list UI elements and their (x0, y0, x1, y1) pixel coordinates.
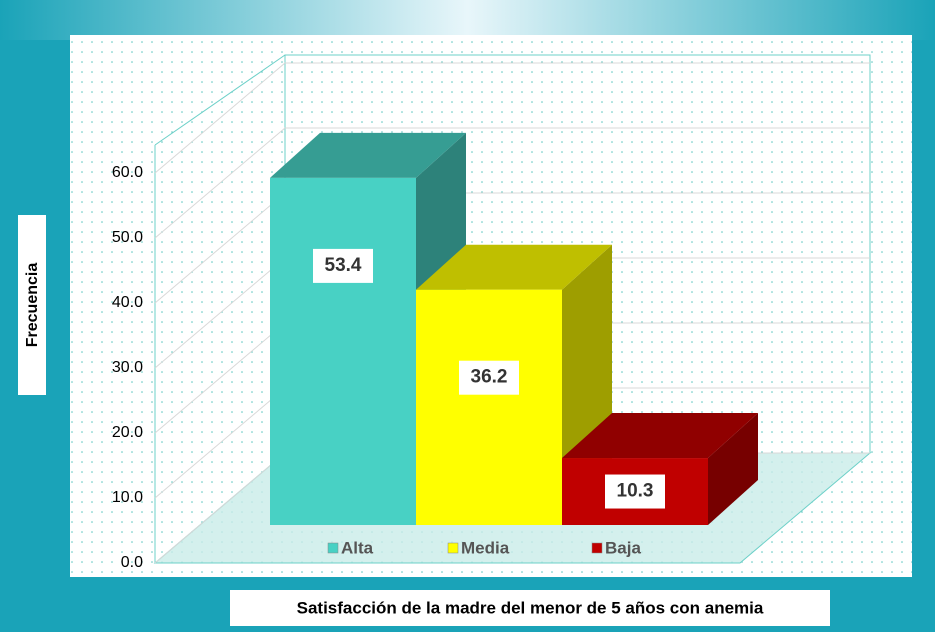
value-label-box (313, 248, 373, 283)
legend-swatch (327, 542, 339, 554)
legend-swatch (447, 542, 459, 554)
y-tick-label: 40.0 (112, 294, 143, 311)
value-label: 10.3 (617, 481, 654, 502)
y-label-box (18, 215, 46, 395)
y-tick-label: 0.0 (121, 554, 143, 571)
bar (270, 177, 416, 525)
bar (416, 289, 562, 525)
bar-side (708, 413, 758, 525)
y-tick-label: 60.0 (112, 164, 143, 181)
legend-swatch (591, 542, 603, 554)
x-axis-label: Satisfacción de la madre del menor de 5 … (297, 598, 764, 617)
y-tick-label: 10.0 (112, 489, 143, 506)
legend-label: Media (461, 538, 510, 557)
value-label-box (605, 474, 665, 509)
legend-label: Alta (341, 538, 374, 557)
y-tick-label: 30.0 (112, 359, 143, 376)
frame-top (0, 0, 935, 40)
grid-line (154, 62, 870, 174)
grid-line (154, 127, 870, 239)
y-tick-label: 50.0 (112, 229, 143, 246)
value-label: 36.2 (471, 367, 508, 388)
y-axis-label: Frecuencia (24, 263, 41, 348)
value-label-box (459, 360, 519, 395)
bar-top (416, 244, 612, 290)
value-label: 53.4 (325, 255, 362, 276)
x-label-box (230, 590, 830, 626)
bar-top (562, 413, 758, 459)
side-wall-edge (154, 54, 286, 146)
bar-top (270, 132, 466, 178)
y-tick-label: 20.0 (112, 424, 143, 441)
legend-label: Baja (605, 538, 641, 557)
